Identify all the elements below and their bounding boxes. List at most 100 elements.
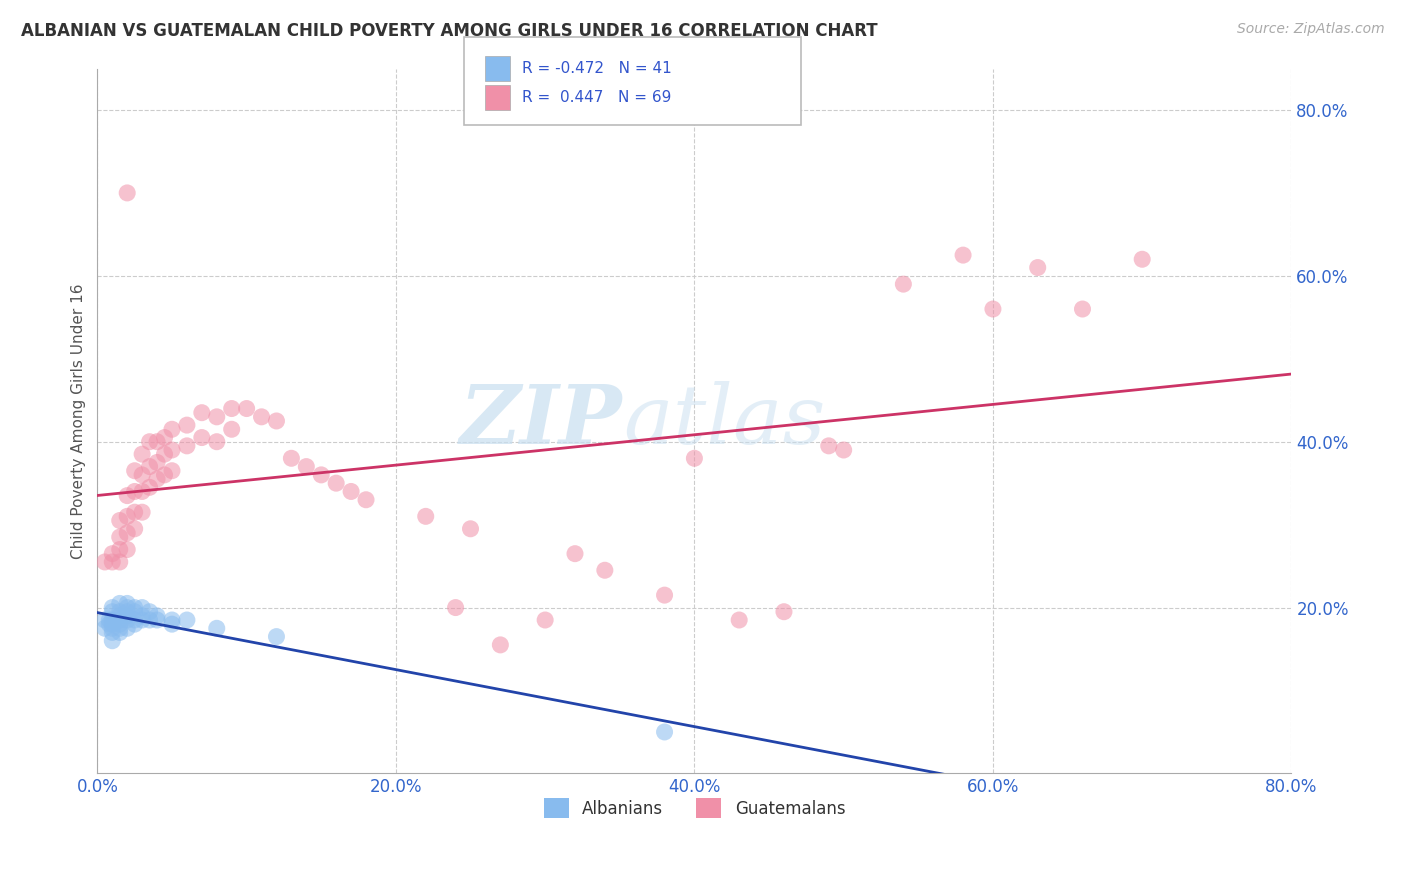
Point — [1130, 252, 1153, 267]
Point — [98, 617, 121, 632]
Point — [108, 542, 131, 557]
Point — [340, 484, 363, 499]
Point — [115, 621, 138, 635]
Point — [124, 484, 146, 499]
Point — [489, 638, 512, 652]
Point — [138, 459, 160, 474]
Text: atlas: atlas — [623, 381, 825, 461]
Point — [153, 447, 176, 461]
Point — [153, 467, 176, 482]
Point — [1026, 260, 1049, 275]
Point — [138, 480, 160, 494]
Point — [115, 600, 138, 615]
Point — [832, 442, 855, 457]
Point — [94, 555, 117, 569]
Point — [131, 447, 153, 461]
Point — [124, 605, 146, 619]
Point — [295, 459, 318, 474]
Point — [250, 409, 273, 424]
Point — [534, 613, 557, 627]
Point — [354, 492, 377, 507]
Point — [101, 547, 124, 561]
Point — [108, 608, 131, 623]
Point — [115, 489, 138, 503]
Point — [124, 505, 146, 519]
Point — [138, 605, 160, 619]
Point — [131, 484, 153, 499]
Point — [108, 530, 131, 544]
Point — [160, 442, 183, 457]
Point — [160, 617, 183, 632]
Point — [160, 422, 183, 436]
Point — [176, 613, 198, 627]
Legend: Albanians, Guatemalans: Albanians, Guatemalans — [537, 791, 852, 825]
Point — [108, 617, 131, 632]
Point — [564, 547, 586, 561]
Point — [952, 248, 974, 262]
Point — [1071, 301, 1094, 316]
Point — [115, 608, 138, 623]
Point — [124, 600, 146, 615]
Point — [683, 451, 706, 466]
Point — [221, 401, 243, 416]
Point — [124, 613, 146, 627]
Point — [176, 418, 198, 433]
Point — [108, 621, 131, 635]
Point — [101, 555, 124, 569]
Point — [460, 522, 482, 536]
Point — [817, 439, 839, 453]
Point — [115, 509, 138, 524]
Point — [444, 600, 467, 615]
Point — [101, 600, 124, 615]
Point — [146, 455, 169, 469]
Point — [325, 476, 347, 491]
Point — [115, 186, 138, 200]
Point — [205, 409, 228, 424]
Text: ZIP: ZIP — [460, 381, 623, 461]
Point — [131, 505, 153, 519]
Point — [124, 464, 146, 478]
Point — [146, 608, 169, 623]
Point — [893, 277, 915, 292]
Point — [108, 605, 131, 619]
Text: Source: ZipAtlas.com: Source: ZipAtlas.com — [1237, 22, 1385, 37]
Point — [115, 596, 138, 610]
Point — [108, 596, 131, 610]
Point — [131, 600, 153, 615]
Point — [309, 467, 332, 482]
Point — [94, 613, 117, 627]
Point — [191, 406, 214, 420]
Point — [266, 630, 288, 644]
Point — [654, 588, 676, 602]
Text: ALBANIAN VS GUATEMALAN CHILD POVERTY AMONG GIRLS UNDER 16 CORRELATION CHART: ALBANIAN VS GUATEMALAN CHILD POVERTY AMO… — [21, 22, 877, 40]
Point — [138, 434, 160, 449]
Point — [108, 514, 131, 528]
Point — [981, 301, 1004, 316]
Point — [205, 621, 228, 635]
Point — [101, 613, 124, 627]
Point — [131, 467, 153, 482]
Point — [98, 613, 121, 627]
Point — [146, 472, 169, 486]
Point — [101, 617, 124, 632]
Point — [115, 525, 138, 540]
Point — [94, 621, 117, 635]
Point — [176, 439, 198, 453]
Point — [205, 434, 228, 449]
Point — [221, 422, 243, 436]
Point — [146, 434, 169, 449]
Point — [153, 431, 176, 445]
Y-axis label: Child Poverty Among Girls Under 16: Child Poverty Among Girls Under 16 — [72, 284, 86, 558]
Point — [108, 625, 131, 640]
Point — [138, 613, 160, 627]
Point — [108, 613, 131, 627]
Point — [124, 522, 146, 536]
Point — [266, 414, 288, 428]
Point — [115, 605, 138, 619]
Point — [773, 605, 796, 619]
Point — [280, 451, 302, 466]
Point — [191, 431, 214, 445]
Point — [101, 605, 124, 619]
Point — [101, 621, 124, 635]
Point — [160, 464, 183, 478]
